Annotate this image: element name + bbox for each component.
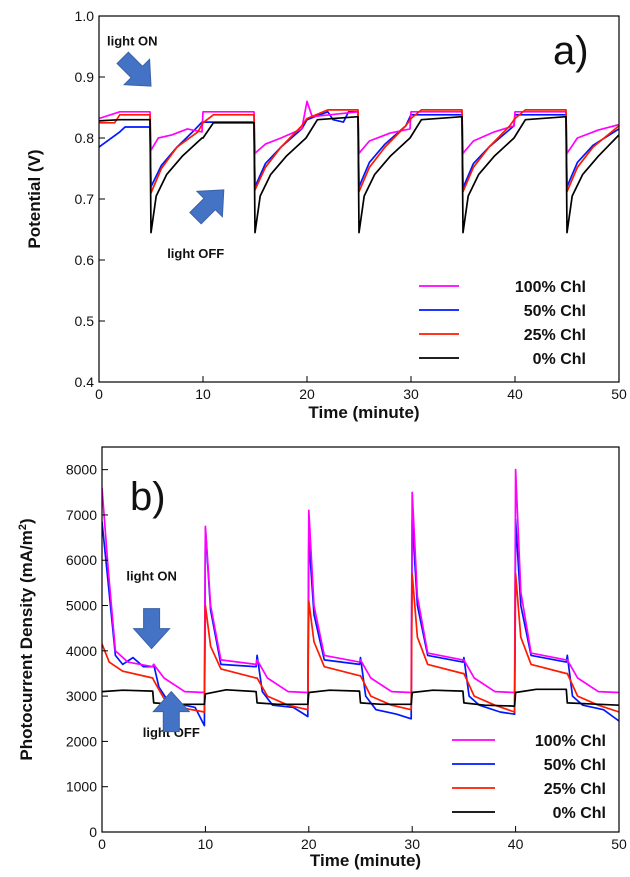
x-tick-label: 30 (403, 386, 419, 402)
y-tick-label: 7000 (66, 507, 97, 523)
x-tick-label: 40 (508, 836, 524, 852)
annotation-text: light OFF (167, 246, 224, 261)
y-tick-label: 1.0 (75, 8, 95, 24)
y-tick-label: 0.4 (75, 374, 95, 390)
legend-label: 100% Chl (535, 733, 606, 750)
y-tick-label: 6000 (66, 552, 97, 568)
series-line-100-chlchl (102, 468, 619, 694)
series-line-25-chlchl (102, 572, 619, 713)
annotation-text: light ON (107, 33, 158, 48)
legend-label: 0% Chl (533, 351, 586, 368)
y-tick-label: 0.7 (75, 191, 95, 207)
y-tick-label: 2000 (66, 733, 97, 749)
legend-label: 0% Chl (553, 805, 606, 822)
y-tick-label: 0.5 (75, 313, 95, 329)
x-tick-label: 30 (404, 836, 420, 852)
legend-label: 100% Chl (515, 279, 586, 296)
chart-panel-a: 0 10 20 30 40 50 0.4 0.5 0.6 0.7 0.8 0.9 1.0 Time (mi… (25, 8, 627, 422)
legend: 100% Chl 50% Chl 25% Chl 0% Chl (419, 279, 586, 368)
legend-label: 50% Chl (544, 757, 606, 774)
plot-frame (101, 446, 620, 833)
y-tick-label: 1000 (66, 779, 97, 795)
x-tick-label: 50 (611, 836, 627, 852)
annotation-arrow (116, 51, 152, 87)
annotation-text: light OFF (143, 725, 200, 740)
x-axis-label: Time (minute) (310, 851, 421, 870)
y-tick-label: 0.9 (75, 69, 95, 85)
legend: 100% Chl 50% Chl 25% Chl 0% Chl (452, 733, 606, 822)
legend-label: 25% Chl (544, 781, 606, 798)
x-tick-label: 20 (299, 386, 315, 402)
annotation-arrow (152, 690, 191, 733)
y-tick-label: 0.6 (75, 252, 95, 268)
y-axis-label: Potential (V) (25, 149, 44, 248)
y-tick-label: 8000 (66, 462, 97, 478)
y-tick-label: 3000 (66, 688, 97, 704)
x-tick-label: 10 (198, 836, 214, 852)
y-tick-label: 5000 (66, 598, 97, 614)
x-tick-label: 50 (611, 386, 627, 402)
y-tick-label: 4000 (66, 643, 97, 659)
x-tick-label: 20 (301, 836, 317, 852)
x-tick-label: 0 (95, 386, 103, 402)
annotation-arrow (132, 608, 171, 650)
annotation-text: light ON (126, 569, 177, 584)
series-group (102, 468, 619, 727)
panel-label: a) (553, 29, 589, 73)
x-tick-label: 40 (507, 386, 523, 402)
legend-label: 50% Chl (524, 303, 586, 320)
y-axis-label: Photocurrent Density (mA/m2) (17, 518, 36, 760)
series-line-0-chlchl (99, 115, 619, 234)
legend-label: 25% Chl (524, 327, 586, 344)
y-tick-label: 0.8 (75, 130, 95, 146)
annotation-arrow (189, 189, 225, 225)
series-line-0-chlchl (102, 688, 619, 707)
series-group (99, 100, 619, 234)
panel-label: b) (130, 475, 166, 519)
x-tick-label: 0 (98, 836, 106, 852)
chart-panel-b: 0 10 20 30 40 50 0 1000 2000 3000 4000 5000 6000 7000… (17, 446, 627, 870)
x-axis-label: Time (minute) (308, 403, 419, 422)
x-tick-label: 10 (195, 386, 211, 402)
y-tick-label: 0 (89, 824, 97, 840)
